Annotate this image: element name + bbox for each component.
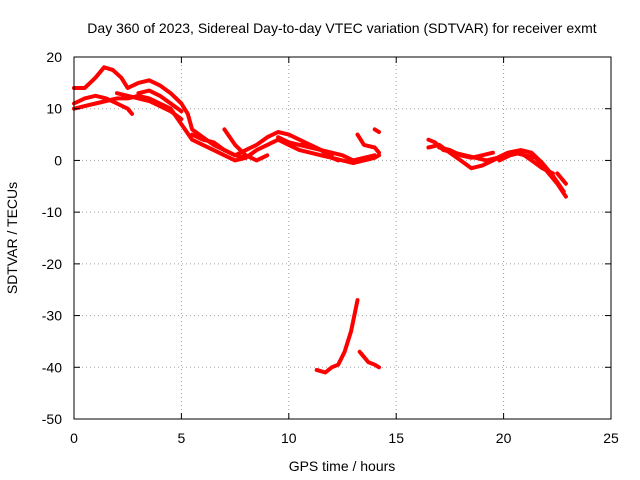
y-tick-label: -20	[42, 256, 62, 272]
chart-title: Day 360 of 2023, Sidereal Day-to-day VTE…	[87, 20, 596, 36]
x-tick-label: 0	[70, 430, 78, 446]
x-tick-label: 20	[496, 430, 512, 446]
y-tick-label: -50	[42, 411, 62, 427]
series-trace-18	[357, 349, 381, 370]
axis-ticks: 0 5 10 15 20 25 -50 -40 -30 -20 -10 0 10 20	[42, 49, 619, 446]
x-tick-label: 25	[603, 430, 619, 446]
series-trace-2	[72, 65, 377, 163]
series-trace-14	[437, 145, 495, 160]
series-trace-16	[555, 171, 568, 186]
series-trace-15	[497, 150, 555, 176]
series-trace-17	[314, 298, 360, 375]
grid-lines	[74, 57, 611, 419]
series-trace-5	[136, 88, 184, 114]
y-tick-label: -30	[42, 308, 62, 324]
series-trace-10	[355, 132, 381, 155]
series-trace-4	[115, 91, 184, 122]
series-trace-11	[372, 127, 381, 134]
x-tick-label: 15	[388, 430, 404, 446]
series-trace-6	[190, 132, 248, 160]
data-series	[72, 65, 568, 375]
y-tick-label: -40	[42, 359, 62, 375]
x-tick-label: 5	[178, 430, 186, 446]
series-trace-13	[426, 137, 566, 194]
y-tick-label: -10	[42, 204, 62, 220]
y-tick-label: 20	[46, 49, 62, 65]
y-axis-label: SDTVAR / TECUs	[4, 182, 20, 294]
series-trace-7	[222, 127, 270, 163]
series-trace-3	[72, 93, 134, 116]
x-axis-label: GPS time / hours	[289, 458, 396, 474]
series-trace-9	[297, 142, 341, 163]
y-tick-label: 10	[46, 101, 62, 117]
x-tick-label: 10	[281, 430, 297, 446]
y-tick-label: 0	[54, 152, 62, 168]
plot-frame	[73, 56, 612, 420]
